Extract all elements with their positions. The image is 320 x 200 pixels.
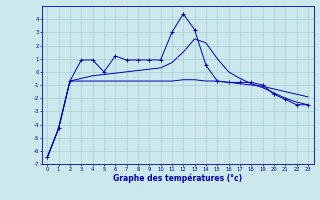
X-axis label: Graphe des températures (°c): Graphe des températures (°c) — [113, 173, 242, 183]
